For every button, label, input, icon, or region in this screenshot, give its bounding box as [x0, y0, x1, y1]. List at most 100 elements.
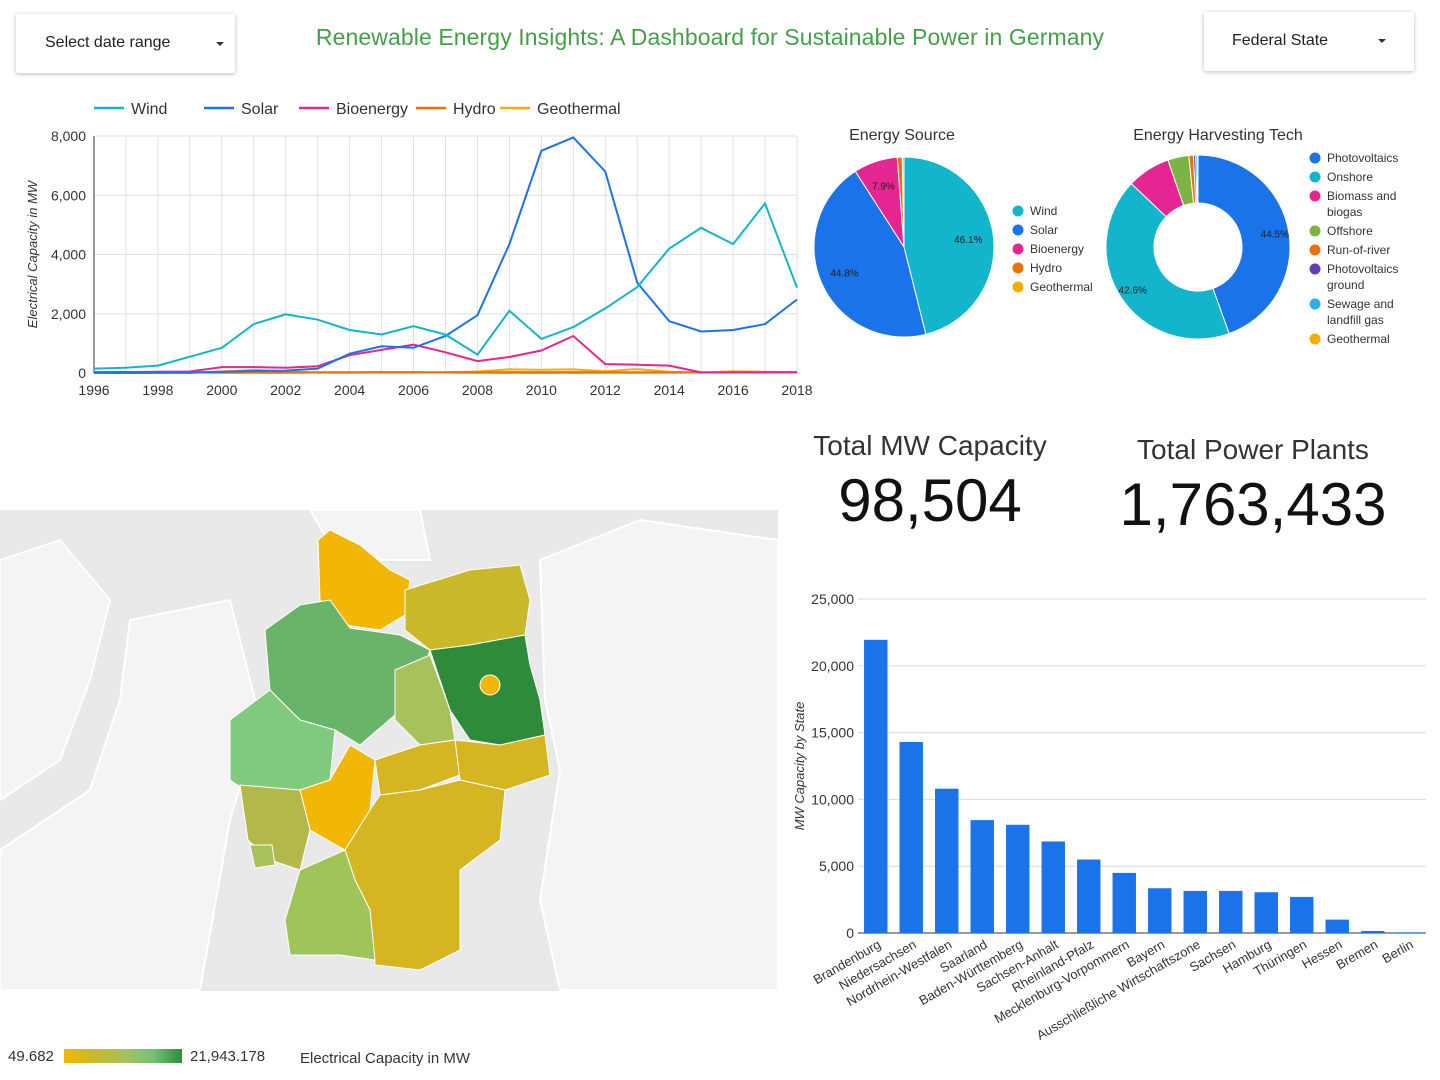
y-tick-label: 20,000 — [811, 658, 854, 674]
germany-state-map[interactable] — [0, 510, 778, 991]
slice-label: 7.9% — [872, 182, 895, 193]
bar-11 — [1254, 892, 1278, 933]
map-legend-title: Electrical Capacity in MW — [300, 1050, 471, 1067]
legend-swatch — [1309, 171, 1321, 183]
bar-0 — [864, 639, 888, 933]
series-line-wind — [93, 201, 798, 370]
legend-swatch — [1309, 225, 1321, 237]
legend-label: Offshore — [1327, 224, 1373, 238]
legend-swatch — [1012, 281, 1024, 293]
y-axis-title: MW Capacity by State — [792, 702, 807, 831]
total-capacity-value: 98,504 — [838, 467, 1022, 534]
bar-4 — [1006, 824, 1030, 933]
series-line-bioenergy — [93, 334, 798, 374]
energy-source-pie-chart: Energy Source 46.1% 44.8% 7.9% Wind Solar Bioe… — [813, 127, 1093, 338]
bar-3 — [970, 820, 994, 933]
total-capacity-label: Total MW Capacity — [813, 430, 1047, 461]
chart-title: Energy Source — [849, 127, 955, 144]
chevron-down-icon — [216, 42, 224, 46]
slice-label: 44.8% — [830, 269, 858, 280]
total-plants-value: 1,763,433 — [1119, 471, 1387, 538]
y-tick-label: 5,000 — [819, 858, 854, 874]
x-tick-label: 2010 — [526, 382, 557, 398]
legend-label: Run-of-river — [1327, 243, 1390, 257]
legend-label: Wind — [1030, 204, 1057, 218]
pie-slice-wind — [903, 156, 995, 335]
legend-swatch — [1012, 262, 1024, 274]
x-tick-label: 2014 — [654, 382, 685, 398]
bar-8 — [1148, 888, 1172, 933]
legend-label: Onshore — [1327, 170, 1373, 184]
bar-6 — [1077, 859, 1101, 933]
federal-state-dropdown[interactable]: Federal State — [1204, 12, 1414, 71]
legend-label: Geothermal — [1030, 280, 1093, 294]
state-capacity-bar-chart: 0 5,000 10,000 15,000 20,000 25,000 MW Capacit… — [792, 591, 1426, 1043]
chart-title: Energy Harvesting Tech — [1133, 127, 1303, 144]
map-legend-min: 49.682 — [8, 1048, 54, 1065]
chevron-down-icon — [1378, 39, 1386, 43]
map-neighbor-land — [0, 598, 262, 991]
y-tick-label: 2,000 — [51, 306, 86, 322]
legend-swatch — [1309, 244, 1321, 256]
legend-swatch — [1309, 333, 1321, 345]
map-neighbor-land — [0, 538, 112, 802]
y-tick-label: 25,000 — [811, 591, 854, 607]
legend-label: Photovoltaics — [1327, 151, 1398, 165]
y-tick-label: 0 — [78, 365, 86, 381]
y-tick-label: 6,000 — [51, 187, 86, 203]
bar-5 — [1041, 841, 1065, 933]
legend-label: Hydro — [1030, 261, 1062, 275]
bar-2 — [935, 788, 959, 933]
x-tick-label: 2018 — [781, 382, 812, 398]
map-state-baden-wuerttemberg[interactable] — [284, 849, 376, 961]
legend-swatch — [1309, 190, 1321, 202]
total-plants-label: Total Power Plants — [1137, 434, 1369, 465]
bar-13 — [1325, 919, 1349, 933]
legend-label: ground — [1327, 278, 1364, 292]
legend-swatch — [1012, 224, 1024, 236]
legend-label: Geothermal — [537, 101, 621, 118]
bar-7 — [1112, 872, 1136, 933]
map-neighbor-land — [538, 518, 778, 991]
pie-slice-onshore — [1105, 182, 1230, 340]
y-tick-label: 10,000 — [811, 791, 854, 807]
date-range-dropdown[interactable]: Select date range — [16, 14, 235, 73]
y-tick-label: 0 — [846, 925, 854, 941]
capacity-line-chart: 0 2,000 4,000 6,000 8,000 1996 1998 2000 2002 200… — [25, 101, 813, 398]
slice-label: 42.6% — [1118, 286, 1146, 297]
bar-1 — [899, 741, 923, 933]
bar-12 — [1290, 896, 1314, 933]
date-range-label: Select date range — [45, 34, 171, 51]
bar-9 — [1183, 890, 1207, 933]
x-tick-label: Bremen — [1333, 937, 1380, 973]
pie-slice-photovoltaics — [1197, 154, 1291, 335]
y-tick-label: 4,000 — [51, 247, 86, 263]
legend-label: Wind — [131, 101, 167, 118]
map-state-hessen[interactable] — [299, 744, 376, 851]
y-axis-title: Electrical Capacity in MW — [25, 179, 40, 328]
legend-label: biogas — [1327, 205, 1362, 219]
legend-label: Sewage and — [1327, 297, 1394, 311]
map-legend-max: 21,943.178 — [190, 1048, 266, 1065]
series-line-solar — [94, 136, 798, 374]
legend-label: Solar — [1030, 223, 1058, 237]
y-tick-label: 8,000 — [51, 128, 86, 144]
legend-label: Solar — [241, 101, 279, 118]
x-tick-label: Berlin — [1379, 937, 1415, 967]
legend-swatch — [1309, 263, 1321, 275]
map-state-berlin[interactable] — [479, 674, 501, 696]
pie-slice-geothermal — [901, 156, 905, 248]
legend-swatch — [1012, 243, 1024, 255]
y-tick-label: 15,000 — [811, 725, 854, 741]
bar-10 — [1219, 890, 1243, 933]
legend-label: landfill gas — [1327, 313, 1384, 327]
energy-harvesting-donut-chart: Energy Harvesting Tech 44.5% 42.6% Photovol… — [1105, 127, 1398, 346]
x-tick-label: 2008 — [462, 382, 493, 398]
bar-14 — [1361, 930, 1385, 933]
x-tick-label: 1996 — [78, 382, 109, 398]
x-tick-label: 1998 — [142, 382, 173, 398]
map-state-saarland[interactable] — [249, 844, 276, 869]
x-tick-label: 2006 — [398, 382, 429, 398]
legend-label: Bioenergy — [1030, 242, 1084, 256]
map-color-scale — [64, 1049, 182, 1063]
